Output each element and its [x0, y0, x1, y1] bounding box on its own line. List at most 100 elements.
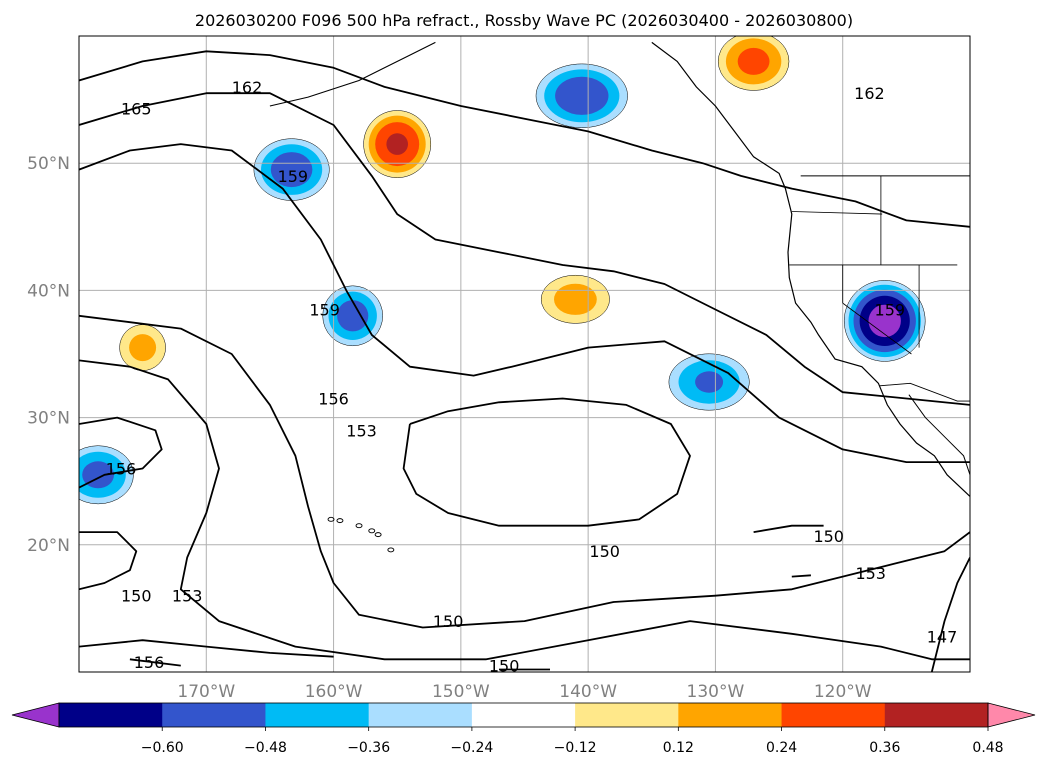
contour-label: 159 — [309, 300, 340, 319]
contour-label: 159 — [278, 167, 309, 186]
contour-line — [79, 359, 970, 661]
colorbar-tick-label: −0.48 — [244, 740, 287, 756]
colorbar-swatch — [59, 703, 163, 727]
contour-label: 156 — [318, 390, 349, 409]
longitude-tick-labels: 170°W 160°W 150°W 140°W 130°W 120°W — [177, 682, 871, 702]
contour-label: 150 — [121, 587, 152, 606]
colorbar-tick-label: 0.12 — [663, 740, 694, 756]
lon-tick-label: 120°W — [814, 682, 872, 702]
contour-label: 150 — [433, 612, 464, 631]
coastline — [651, 41, 970, 497]
colorbar-extend-high — [987, 702, 1036, 728]
anomaly-band — [737, 47, 770, 75]
island — [355, 523, 363, 529]
colorbar-swatch — [575, 703, 679, 727]
contour-line — [79, 531, 138, 591]
lon-tick-label: 150°W — [432, 682, 490, 702]
island — [387, 547, 395, 553]
lon-tick-label: 160°W — [305, 682, 363, 702]
colorbar-swatch — [265, 703, 370, 727]
contour-label: 150 — [489, 657, 520, 676]
lat-tick-label: 20°N — [27, 536, 70, 556]
contour-label: 162 — [232, 78, 263, 97]
coastline-alaska — [269, 41, 436, 107]
colorbar-frame — [58, 702, 989, 728]
anomaly-band — [270, 152, 313, 188]
lat-tick-label: 50°N — [27, 154, 70, 174]
lat-tick-label: 40°N — [27, 281, 70, 301]
colorbar-swatch — [471, 703, 576, 727]
anomaly-band — [337, 300, 369, 332]
island — [327, 516, 335, 522]
contour-label: 150 — [813, 527, 844, 546]
colorbar-swatch — [678, 703, 783, 727]
contour-label: 147 — [927, 627, 958, 646]
contour-line — [79, 314, 970, 629]
anomaly-feature-negative — [535, 63, 628, 128]
contour-line — [79, 92, 970, 406]
border-us-mexico — [879, 382, 970, 402]
anomaly-band — [554, 283, 597, 315]
colorbar-tick-label: −0.12 — [554, 740, 597, 756]
state-border — [791, 211, 883, 215]
map-frame — [78, 35, 971, 673]
colorbar-swatch — [162, 703, 266, 727]
contour-line — [791, 574, 811, 578]
colorbar-tick-label: 0.24 — [766, 740, 797, 756]
contour-label: 162 — [854, 84, 885, 103]
anomaly-shading — [79, 36, 926, 505]
contour-label: 153 — [855, 564, 886, 583]
colorbar-tick-label: 0.48 — [972, 740, 1003, 756]
anomaly-band — [129, 334, 157, 362]
lon-tick-label: 170°W — [177, 682, 235, 702]
anomaly-feature-negative — [322, 285, 383, 347]
contour-line — [79, 416, 163, 489]
anomaly-feature-positive — [717, 36, 790, 91]
colorbar-swatch — [368, 703, 473, 727]
lon-tick-label: 140°W — [559, 682, 617, 702]
colorbar: −0.60 −0.48 −0.36 −0.24 −0.12 0.12 0.24 0.36 0.4… — [11, 702, 1036, 756]
contour-line — [753, 524, 824, 533]
contour-line — [402, 397, 691, 527]
anomaly-band — [386, 133, 409, 155]
colorbar-swatch — [884, 703, 989, 727]
contour-label: 150 — [589, 542, 620, 561]
contour-labels: 165 162 159 159 156 153 156 150 153 156 150 150 150 1… — [106, 78, 958, 676]
state-border — [842, 302, 912, 355]
colorbar-tick-label: −0.60 — [141, 740, 184, 756]
contour-line — [129, 658, 181, 667]
lat-tick-label: 30°N — [27, 409, 70, 429]
anomaly-band — [555, 76, 609, 115]
colorbar-tick-label: −0.24 — [450, 740, 493, 756]
contour-label: 156 — [106, 459, 137, 478]
anomaly-feature-negative — [668, 353, 750, 411]
map-background — [79, 36, 970, 672]
contour-line — [79, 143, 970, 463]
gridlines — [79, 36, 970, 672]
coastlines — [269, 41, 970, 553]
lon-tick-label: 130°W — [687, 682, 745, 702]
contour-line — [930, 557, 970, 672]
contour-line — [79, 639, 334, 658]
colorbar-extend-low — [11, 702, 60, 728]
latitude-tick-labels: 20°N 30°N 40°N 50°N — [27, 154, 70, 556]
island — [374, 532, 382, 538]
contour-label: 153 — [172, 587, 203, 606]
anomaly-feature-positive — [540, 274, 610, 324]
anomaly-feature-positive — [119, 324, 166, 371]
contour-label: 159 — [875, 300, 906, 319]
contour-label: 153 — [346, 421, 377, 440]
contour-line — [79, 50, 970, 228]
anomaly-feature-positive — [363, 110, 432, 178]
island — [336, 518, 344, 524]
anomaly-feature-negative — [843, 280, 926, 362]
colorbar-swatch — [781, 703, 886, 727]
colorbar-tick-label: 0.36 — [869, 740, 900, 756]
colorbar-tick-label: −0.36 — [347, 740, 390, 756]
contour-label: 165 — [121, 100, 152, 119]
anomaly-band — [695, 371, 724, 393]
chart-title: 2026030200 F096 500 hPa refract., Rossby… — [195, 11, 853, 30]
refractivity-contours — [79, 50, 970, 672]
island — [368, 528, 376, 534]
